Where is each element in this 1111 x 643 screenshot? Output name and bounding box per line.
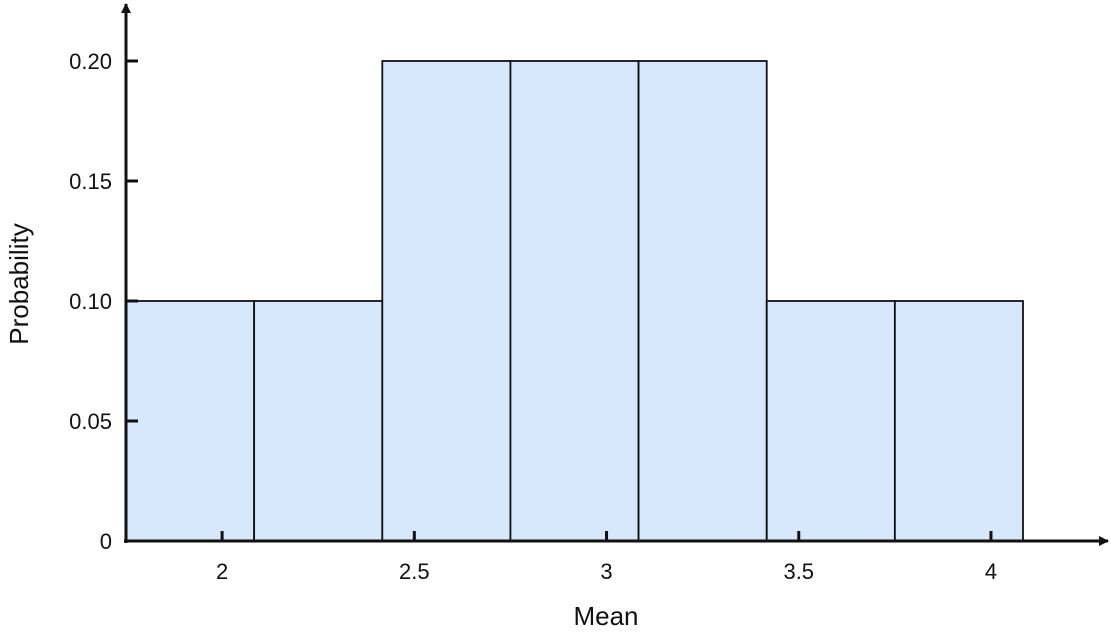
y-tick-label: 0.20 [69, 49, 112, 74]
y-tick-label: 0.15 [69, 169, 112, 194]
histogram-bar-5 [637, 60, 768, 542]
x-tick-label: 3.5 [783, 559, 814, 584]
y-tick-label: 0.10 [69, 289, 112, 314]
y-ticks-group: 0 0.05 0.10 0.15 0.20 [69, 49, 138, 554]
histogram-bar-6 [765, 300, 896, 542]
x-tick-label: 2.5 [399, 559, 430, 584]
histogram-bar-7 [893, 300, 1024, 542]
y-tick-label: 0 [100, 529, 112, 554]
histogram-bar-2 [253, 300, 384, 542]
x-tick-label: 3 [600, 559, 612, 584]
histogram-bar-3 [381, 60, 512, 542]
y-tick-label: 0.05 [69, 409, 112, 434]
histogram-bar-4 [509, 60, 640, 542]
y-axis-title: Probability [4, 223, 34, 344]
x-axis-title: Mean [573, 601, 638, 631]
bars-group [125, 60, 1024, 542]
x-tick-label: 4 [985, 559, 997, 584]
x-tick-label: 2 [216, 559, 228, 584]
histogram-bar-1 [125, 300, 256, 542]
x-ticks-group: 2 2.5 3 3.5 4 [216, 531, 997, 584]
